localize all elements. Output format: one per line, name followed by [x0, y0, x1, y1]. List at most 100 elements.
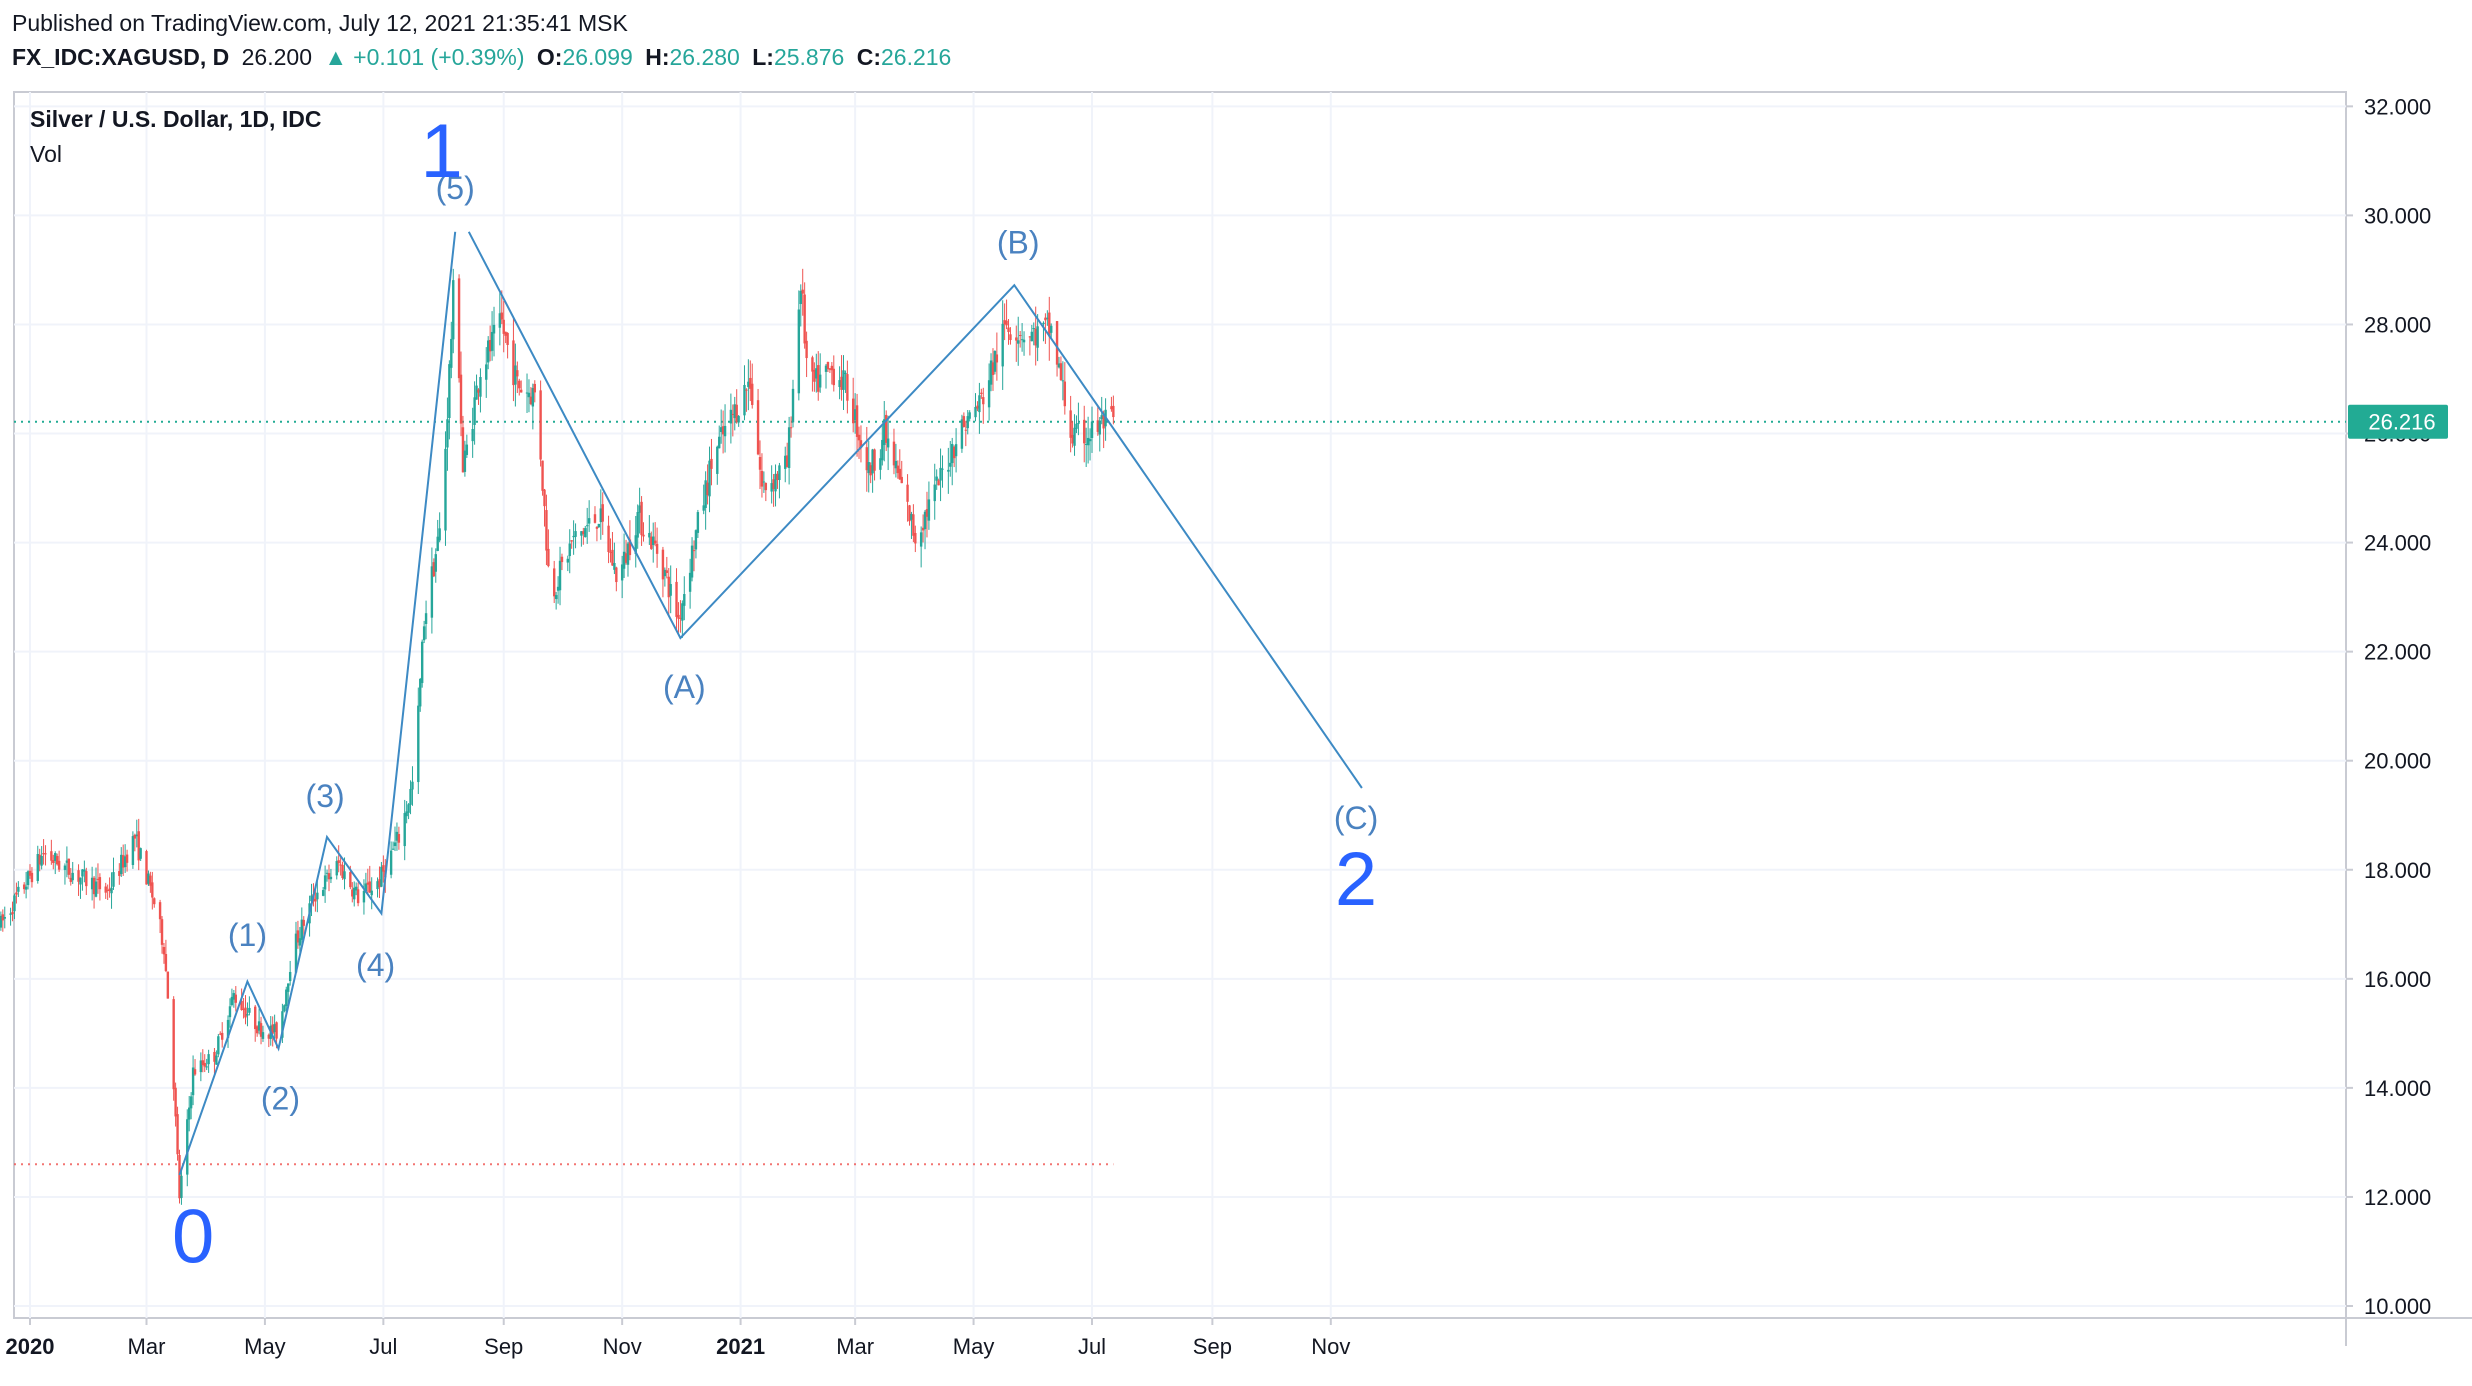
candle-body-down: [665, 570, 669, 573]
candle-body-down: [553, 568, 556, 597]
candle-body-up: [708, 460, 711, 497]
candle-body-down: [846, 374, 849, 401]
candle-body-up: [941, 468, 944, 470]
candle-body-up: [123, 856, 127, 868]
candle-body-up: [147, 873, 150, 884]
candle-body-down: [457, 278, 461, 379]
candle-body-down: [1007, 327, 1010, 333]
candle-body-down: [164, 953, 168, 972]
candle-body-up: [1100, 415, 1103, 420]
y-tick-label: 30.000: [2364, 203, 2431, 228]
candle-body-down: [267, 1034, 271, 1039]
candle-body-down: [640, 501, 643, 536]
candle-body-down: [811, 357, 814, 372]
candle-body-up: [335, 861, 338, 876]
candle-body-up: [566, 558, 569, 563]
candle-body-down: [628, 539, 632, 556]
candle-body-up: [947, 469, 950, 472]
candle-body-down: [655, 543, 659, 554]
candle-body-down: [828, 368, 832, 370]
candle-body-down: [830, 365, 834, 371]
candle-body-up: [24, 886, 28, 890]
candle-body-up: [323, 875, 327, 890]
candle-body-up: [871, 449, 874, 474]
candle-body-down: [650, 536, 653, 549]
candle-body-down: [356, 889, 360, 904]
candle-body-down: [611, 549, 614, 566]
candle-body-up: [465, 444, 469, 455]
candle-body-up: [584, 528, 587, 538]
candle-body-down: [221, 1032, 224, 1040]
candle-body-up: [1046, 317, 1049, 319]
candle-body-down: [1110, 406, 1113, 410]
candle-body-up: [81, 869, 84, 877]
candle-body-up: [778, 465, 781, 481]
candle-body-down: [785, 455, 789, 468]
candle-body-up: [430, 566, 434, 618]
high-label: H:: [645, 44, 670, 70]
candle-body-down: [477, 389, 480, 393]
candle-body-down: [776, 473, 779, 481]
candle-body-up: [844, 372, 847, 375]
candle-body-up: [479, 377, 482, 397]
y-tick-label: 14.000: [2364, 1076, 2431, 1101]
candle-body-down: [96, 878, 100, 880]
x-tick-label: Mar: [128, 1334, 166, 1359]
candle-body-up: [620, 564, 624, 581]
candle-body-down: [541, 460, 544, 491]
candle-body-up: [681, 603, 684, 621]
candle-body-down: [642, 534, 645, 537]
candle-body-up: [395, 831, 399, 841]
candle-body-down: [259, 1023, 263, 1037]
candle-body-down: [57, 860, 61, 870]
candle-body-down: [137, 831, 140, 861]
x-tick-label: Mar: [836, 1334, 874, 1359]
candle-body-up: [232, 993, 236, 1000]
candle-body-down: [1063, 381, 1067, 407]
candle-body-down: [908, 505, 911, 522]
candle-body-down: [721, 426, 725, 435]
candle-body-up: [527, 392, 531, 398]
candle-body-down: [203, 1062, 206, 1067]
candle-body-up: [343, 871, 346, 880]
candle-body-up: [733, 404, 736, 419]
candle-body-down: [349, 872, 352, 888]
candle-body-down: [964, 429, 968, 431]
candle-body-down: [339, 864, 342, 866]
candle-body-up: [436, 536, 439, 551]
candle-body-up: [574, 531, 577, 537]
candle-body-up: [1057, 363, 1061, 368]
candle-body-down: [1018, 335, 1022, 337]
candle-body-up: [380, 866, 383, 887]
candle-body-up: [974, 406, 977, 418]
y-tick-label: 28.000: [2364, 312, 2431, 337]
candle-body-up: [933, 484, 936, 502]
candle-body-up: [407, 804, 410, 813]
candles: [0, 268, 1115, 1205]
candle-body-down: [397, 834, 401, 843]
price-axis[interactable]: 32.00030.00028.00026.00024.00022.00020.0…: [2346, 94, 2431, 1319]
candle-body-down: [1055, 321, 1059, 365]
time-axis[interactable]: 2020 Mar May Jul Sep Nov 2021 Mar May Jul Sep Nov: [6, 1318, 1351, 1359]
candle-body-up: [391, 848, 395, 850]
y-tick-label: 16.000: [2364, 967, 2431, 992]
candle-body-down: [962, 416, 966, 427]
candle-body-up: [79, 877, 82, 885]
candle-body-down: [118, 871, 121, 876]
candle-body-down: [52, 860, 55, 864]
candle-body-up: [881, 439, 884, 461]
candle-body-up: [475, 385, 478, 400]
candle-body-down: [275, 1022, 278, 1039]
candle-body-down: [667, 576, 670, 598]
candle-body-down: [162, 946, 166, 955]
candle-body-down: [661, 549, 665, 580]
candle-body-down: [865, 447, 868, 471]
candle-body-up: [354, 886, 358, 891]
candle-body-down: [1034, 328, 1037, 346]
candle-body-down: [898, 468, 901, 480]
candle-body-down: [1009, 334, 1012, 340]
candle-body-up: [411, 781, 414, 790]
candle-body-down: [149, 875, 152, 886]
candle-body-down: [601, 504, 604, 522]
